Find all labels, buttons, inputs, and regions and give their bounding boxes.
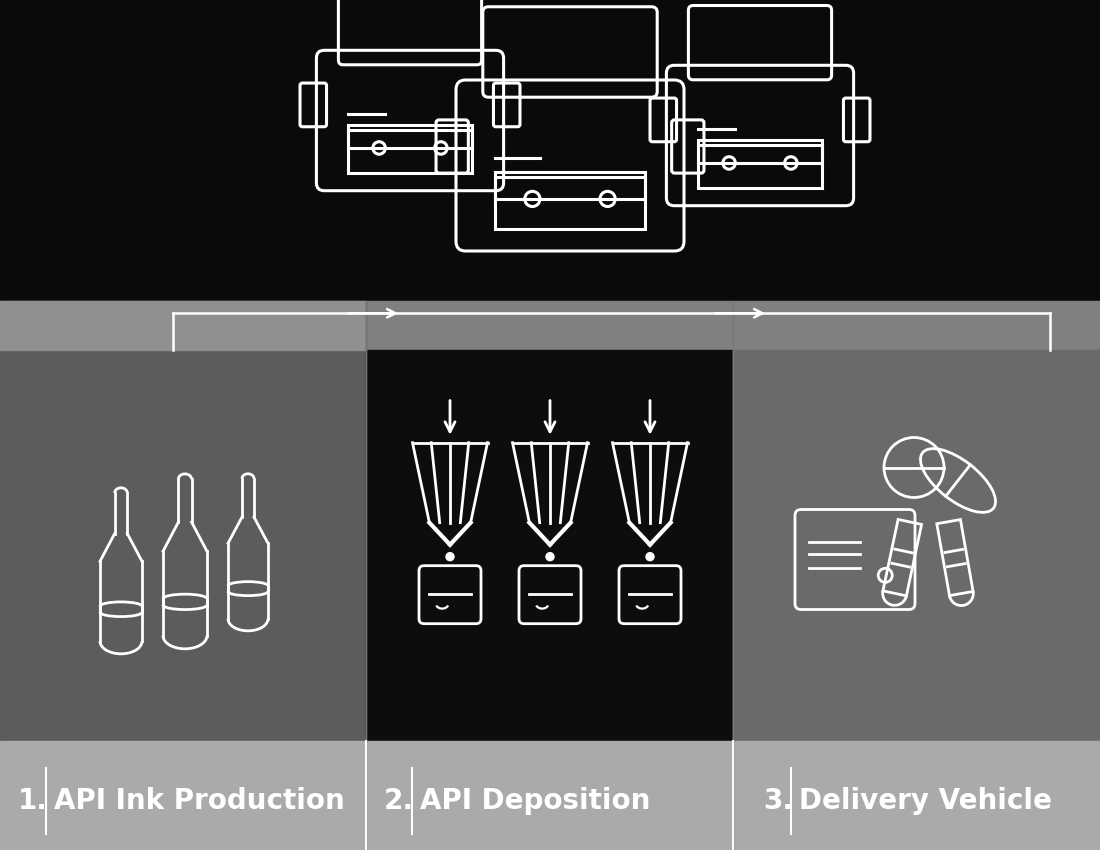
Bar (349, 130, 472, 148)
Bar (0, 741, 1100, 850)
Circle shape (546, 552, 554, 561)
Text: 2.: 2. (384, 787, 414, 815)
Text: 1.: 1. (18, 787, 48, 815)
Bar (733, 350, 1100, 741)
Circle shape (446, 552, 454, 561)
Bar (366, 350, 732, 741)
Bar (0, 301, 1100, 350)
Text: Delivery Vehicle: Delivery Vehicle (799, 787, 1052, 815)
Bar (0, 0, 1100, 301)
Bar (495, 178, 646, 199)
Circle shape (646, 552, 654, 561)
Text: API Deposition: API Deposition (420, 787, 650, 815)
Bar (698, 140, 822, 188)
Bar (0, 350, 366, 741)
Bar (495, 172, 646, 230)
Bar (349, 126, 472, 173)
Bar (0, 301, 366, 350)
Bar (698, 145, 822, 163)
Text: 3.: 3. (763, 787, 793, 815)
Text: API Ink Production: API Ink Production (54, 787, 344, 815)
